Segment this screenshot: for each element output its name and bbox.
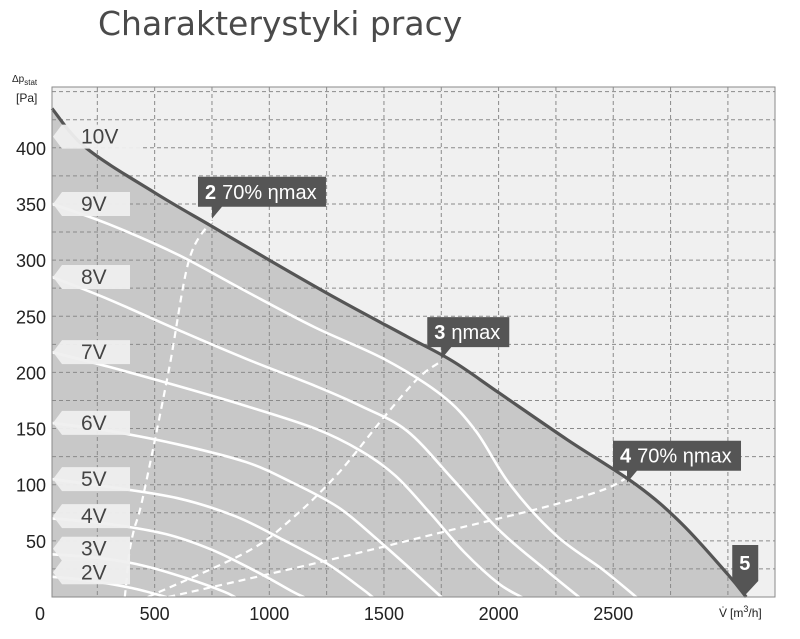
callout-box-5 [732, 545, 759, 595]
x-axis-label-symbol: V̇ [719, 606, 727, 620]
y-tick-350: 350 [16, 195, 46, 215]
x-tick-1500: 1500 [364, 604, 404, 624]
label-flag-6v [53, 410, 130, 435]
x-axis-label-unit-pre: [m [730, 606, 743, 620]
x-tick-2000: 2000 [479, 604, 519, 624]
label-8v: 8V [81, 266, 107, 289]
y-tick-150: 150 [16, 420, 46, 440]
x-axis-label: V̇ [m3/h] [719, 604, 762, 620]
label-5v: 5V [81, 468, 107, 491]
y-axis-label: Δpstat [12, 74, 38, 87]
callout-4: 4 70% ηmax [613, 440, 742, 483]
x-tick-0: 0 [35, 604, 45, 624]
callout-3: 3 ηmax [427, 317, 510, 360]
label-9v: 9V [81, 193, 107, 216]
label-flag-8v [53, 264, 130, 289]
y-axis-unit: [Pa] [16, 91, 37, 105]
x-tick-2500: 2500 [593, 604, 633, 624]
y-axis-label-sub: stat [24, 78, 38, 87]
plot-frame [51, 86, 776, 598]
label-flag-5v [53, 467, 130, 492]
label-flag-2v [53, 560, 130, 585]
curve-9v [50, 202, 638, 599]
y-tick-400: 400 [16, 139, 46, 159]
callout-box-3 [427, 317, 510, 360]
label-3v: 3V [81, 538, 107, 561]
y-tick-200: 200 [16, 363, 46, 383]
callout-2: 2 70% ηmax [197, 176, 326, 219]
callout-box-4 [613, 440, 742, 483]
x-axis-ticks: 0 500 1000 1500 2000 2500 [35, 604, 633, 624]
callout-box-2 [197, 176, 326, 219]
x-axis-label-unit-sup: 3 [743, 604, 748, 614]
label-flag-9v [53, 191, 130, 216]
curve-7v [50, 350, 523, 599]
y-axis-label-main: Δp [12, 74, 25, 85]
page-title: Charakterystyki pracy [98, 4, 463, 43]
callout-label-2: 2 70% ηmax [205, 182, 317, 204]
x-axis-label-unit-post: /h] [748, 606, 761, 620]
y-tick-50: 50 [26, 532, 46, 552]
label-flag-4v [53, 504, 130, 529]
callout-label-4: 4 70% ηmax [620, 446, 732, 468]
efficiency-curve-2 [147, 360, 442, 599]
callouts: 2 70% ηmax 3 ηmax 4 70% ηmax 5 [197, 176, 759, 595]
y-tick-100: 100 [16, 476, 46, 496]
label-flag-3v [53, 536, 130, 561]
label-10v: 10V [81, 126, 118, 149]
label-7v: 7V [81, 341, 107, 364]
callout-label-3: 3 ηmax [434, 322, 500, 344]
label-2v: 2V [81, 561, 107, 584]
label-6v: 6V [81, 412, 107, 435]
x-tick-500: 500 [140, 604, 170, 624]
curve-8v [50, 275, 581, 599]
y-tick-300: 300 [16, 251, 46, 271]
callout-5: 5 [732, 545, 759, 595]
operating-area [52, 108, 747, 597]
x-tick-1000: 1000 [249, 604, 289, 624]
efficiency-curve-3 [168, 478, 626, 599]
label-flag-10v [53, 124, 140, 149]
curve-10v-outline [50, 107, 748, 599]
y-tick-250: 250 [16, 307, 46, 327]
label-flag-7v [53, 340, 130, 365]
callout-number-5: 5 [739, 553, 750, 575]
y-axis-ticks: 50 100 150 200 250 300 350 400 [16, 139, 46, 552]
grid [52, 87, 775, 597]
label-4v: 4V [81, 505, 107, 528]
